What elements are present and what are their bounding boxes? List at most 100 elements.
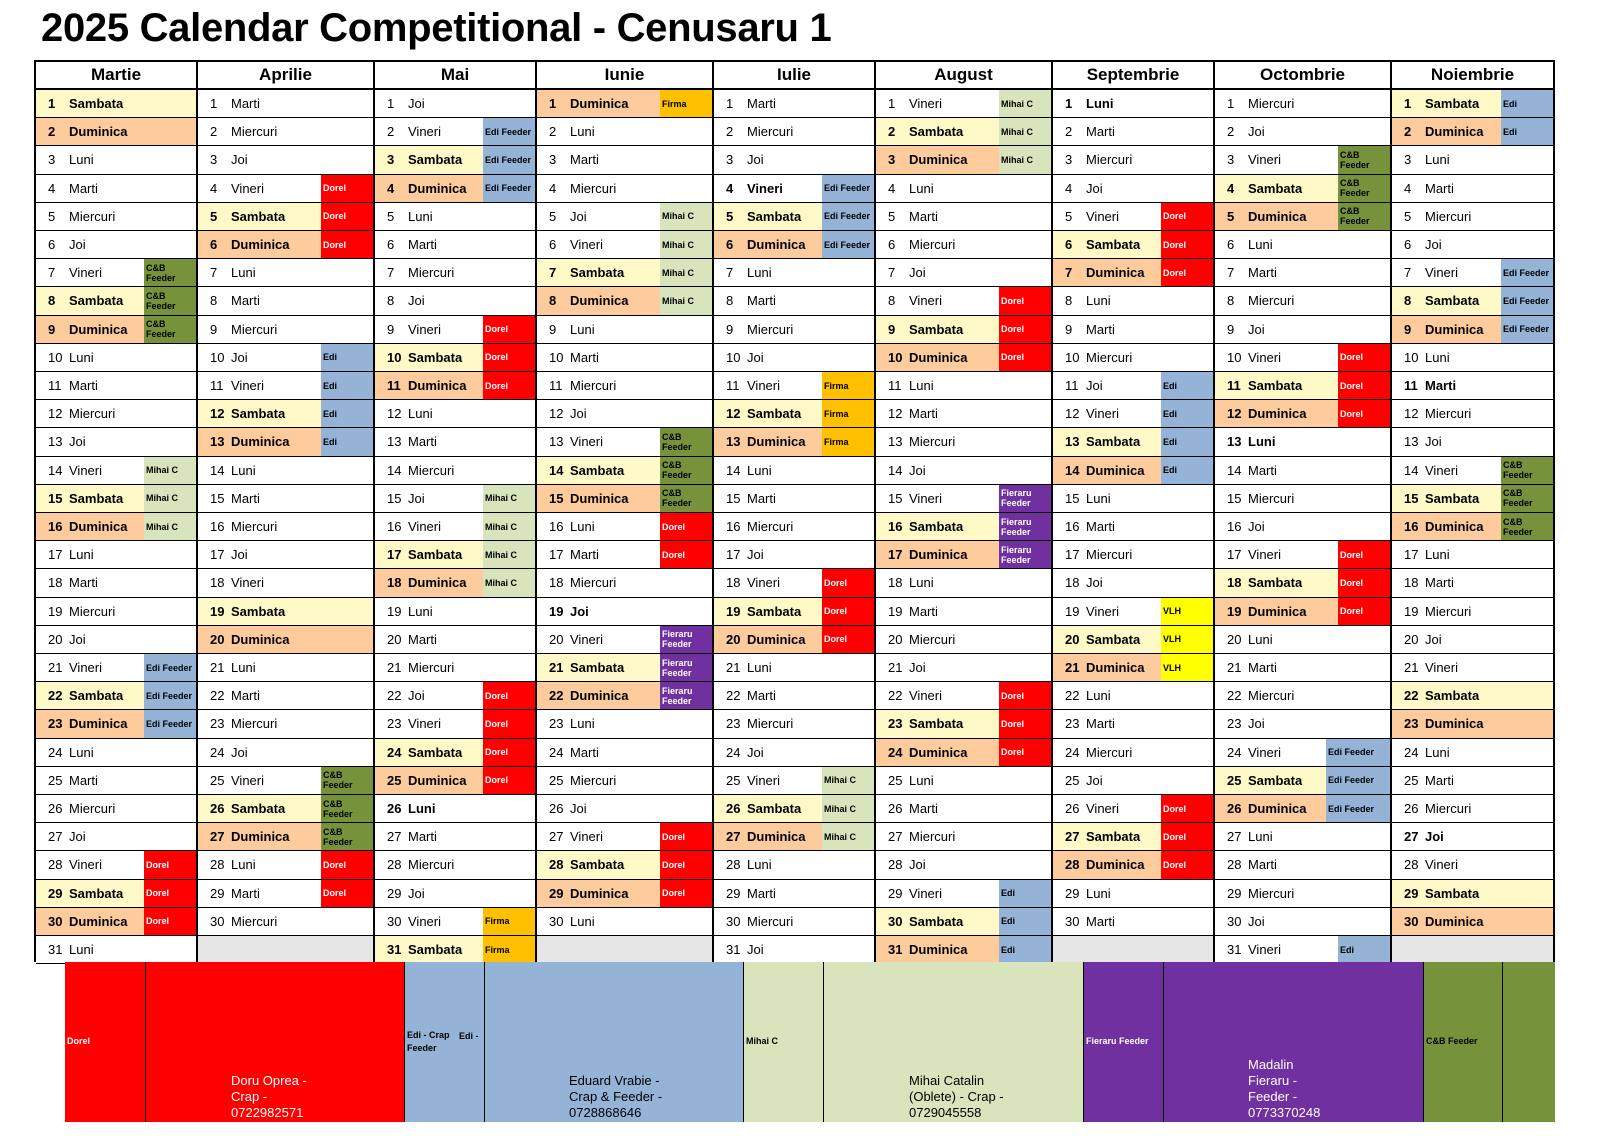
day-cell: 30 Luni xyxy=(537,908,712,936)
event-tag: Dorel xyxy=(321,202,373,230)
day-cell: 23 Vineri Dorel xyxy=(375,710,535,739)
day-name: Marti xyxy=(1086,913,1115,929)
day-number: 9 xyxy=(549,321,557,337)
day-cell: 2 Sambata Mihai C xyxy=(876,118,1051,147)
day-name: Vineri xyxy=(231,575,265,591)
day-name: Marti xyxy=(1086,124,1115,140)
day-cell: 20 Miercuri xyxy=(876,626,1051,654)
day-name: Miercuri xyxy=(747,913,794,929)
day-number: 13 xyxy=(549,434,564,450)
event-tag: Edi xyxy=(1161,428,1213,456)
day-name: Marti xyxy=(909,801,938,816)
day-cell: 7 Duminica Dorel xyxy=(1053,259,1213,288)
day-cell: 26 Joi xyxy=(537,795,712,824)
day-name: Sambata xyxy=(231,406,286,422)
day-name: Luni xyxy=(69,942,94,957)
event-tag: Dorel xyxy=(483,343,535,371)
day-name: Luni xyxy=(1086,688,1111,704)
day-cell: 1 Sambata Edi xyxy=(1392,90,1553,119)
day-number: 12 xyxy=(549,406,564,422)
day-number: 19 xyxy=(1227,603,1242,619)
day-cell: 13 Vineri C&B Feeder xyxy=(537,428,712,457)
day-name: Sambata xyxy=(231,801,286,816)
day-cell: 22 Joi Dorel xyxy=(375,682,535,711)
day-number: 9 xyxy=(726,321,734,337)
day-name: Joi xyxy=(747,152,764,168)
day-number: 25 xyxy=(210,772,225,788)
day-cell: 18 Vineri Dorel xyxy=(714,569,874,598)
day-cell: 14 Luni xyxy=(714,457,874,485)
day-number: 27 xyxy=(549,829,564,845)
day-number: 10 xyxy=(888,349,903,365)
day-name: Sambata xyxy=(1248,772,1303,788)
day-number: 5 xyxy=(1227,208,1235,224)
day-number: 13 xyxy=(1065,434,1080,450)
day-cell: 25 Duminica Dorel xyxy=(375,766,535,795)
day-name: Joi xyxy=(570,406,587,422)
day-name: Joi xyxy=(747,744,764,760)
day-number: 14 xyxy=(888,462,903,478)
event-tag: Edi Feeder xyxy=(1326,795,1390,823)
day-number: 1 xyxy=(48,96,56,111)
day-name: Luni xyxy=(1086,885,1111,901)
day-number: 3 xyxy=(549,152,557,168)
day-cell: 4 Vineri Edi Feeder xyxy=(714,174,874,203)
event-tag: C&B Feeder xyxy=(660,428,712,456)
day-number: 7 xyxy=(549,265,557,281)
day-cell: 28 Vineri xyxy=(1392,851,1553,880)
day-number: 12 xyxy=(1404,406,1419,422)
day-name: Sambata xyxy=(747,208,802,224)
day-number: 9 xyxy=(1404,321,1412,337)
day-cell: 6 Miercuri xyxy=(876,231,1051,260)
day-number: 11 xyxy=(1404,378,1418,393)
day-cell: 24 Duminica Dorel xyxy=(876,738,1051,767)
day-number: 1 xyxy=(387,96,395,111)
day-name: Vineri xyxy=(231,180,265,196)
day-cell: 22 Duminica Fieraru Feeder xyxy=(537,682,712,711)
day-cell: 16 Vineri Mihai C xyxy=(375,513,535,542)
event-tag: Mihai C xyxy=(144,456,196,484)
day-name: Joi xyxy=(1425,434,1442,450)
day-cell: 22 Vineri Dorel xyxy=(876,682,1051,711)
day-cell: 24 Sambata Dorel xyxy=(375,738,535,767)
day-number: 29 xyxy=(48,885,63,901)
day-number: 6 xyxy=(48,237,56,252)
day-cell: 3 Luni xyxy=(36,146,196,175)
day-name: Joi xyxy=(570,603,589,619)
day-number: 11 xyxy=(726,378,740,393)
day-number: 22 xyxy=(1065,688,1080,704)
day-number: 23 xyxy=(1404,716,1419,732)
day-cell: 19 Miercuri xyxy=(36,598,196,626)
day-number: 4 xyxy=(1404,180,1412,196)
day-name: Sambata xyxy=(909,321,964,337)
day-name: Joi xyxy=(909,857,926,873)
day-name: Duminica xyxy=(69,321,128,337)
day-number: 6 xyxy=(210,237,218,252)
day-name: Duminica xyxy=(1086,265,1145,281)
day-name: Duminica xyxy=(1425,321,1484,337)
day-cell: 6 Joi xyxy=(1392,231,1553,260)
day-cell: 11 Miercuri xyxy=(537,372,712,401)
day-number: 9 xyxy=(1227,321,1235,337)
event-tag: Dorel xyxy=(483,372,535,400)
day-cell: 11 Luni xyxy=(876,372,1051,401)
day-cell: 25 Vineri C&B Feeder xyxy=(198,766,373,795)
day-name: Luni xyxy=(1425,547,1450,563)
day-number: 27 xyxy=(1404,829,1419,845)
day-cell: 15 Duminica C&B Feeder xyxy=(537,484,712,513)
day-cell: 17 Duminica Fieraru Feeder xyxy=(876,541,1051,570)
day-cell: 14 Vineri C&B Feeder xyxy=(1392,456,1553,485)
day-number: 6 xyxy=(549,237,557,252)
event-tag: Dorel xyxy=(483,710,535,738)
day-name: Marti xyxy=(747,490,776,506)
day-number: 18 xyxy=(387,575,402,591)
day-name: Miercuri xyxy=(408,462,455,478)
day-name: Duminica xyxy=(1248,801,1307,816)
day-number: 29 xyxy=(888,885,903,901)
event-tag: Dorel xyxy=(1161,851,1213,879)
day-cell: 4 Marti xyxy=(36,175,196,203)
day-name: Luni xyxy=(1086,96,1114,111)
event-tag: Edi xyxy=(1161,372,1213,400)
day-cell: 9 Miercuri xyxy=(714,316,874,344)
day-cell: 15 Sambata Mihai C xyxy=(36,484,196,513)
